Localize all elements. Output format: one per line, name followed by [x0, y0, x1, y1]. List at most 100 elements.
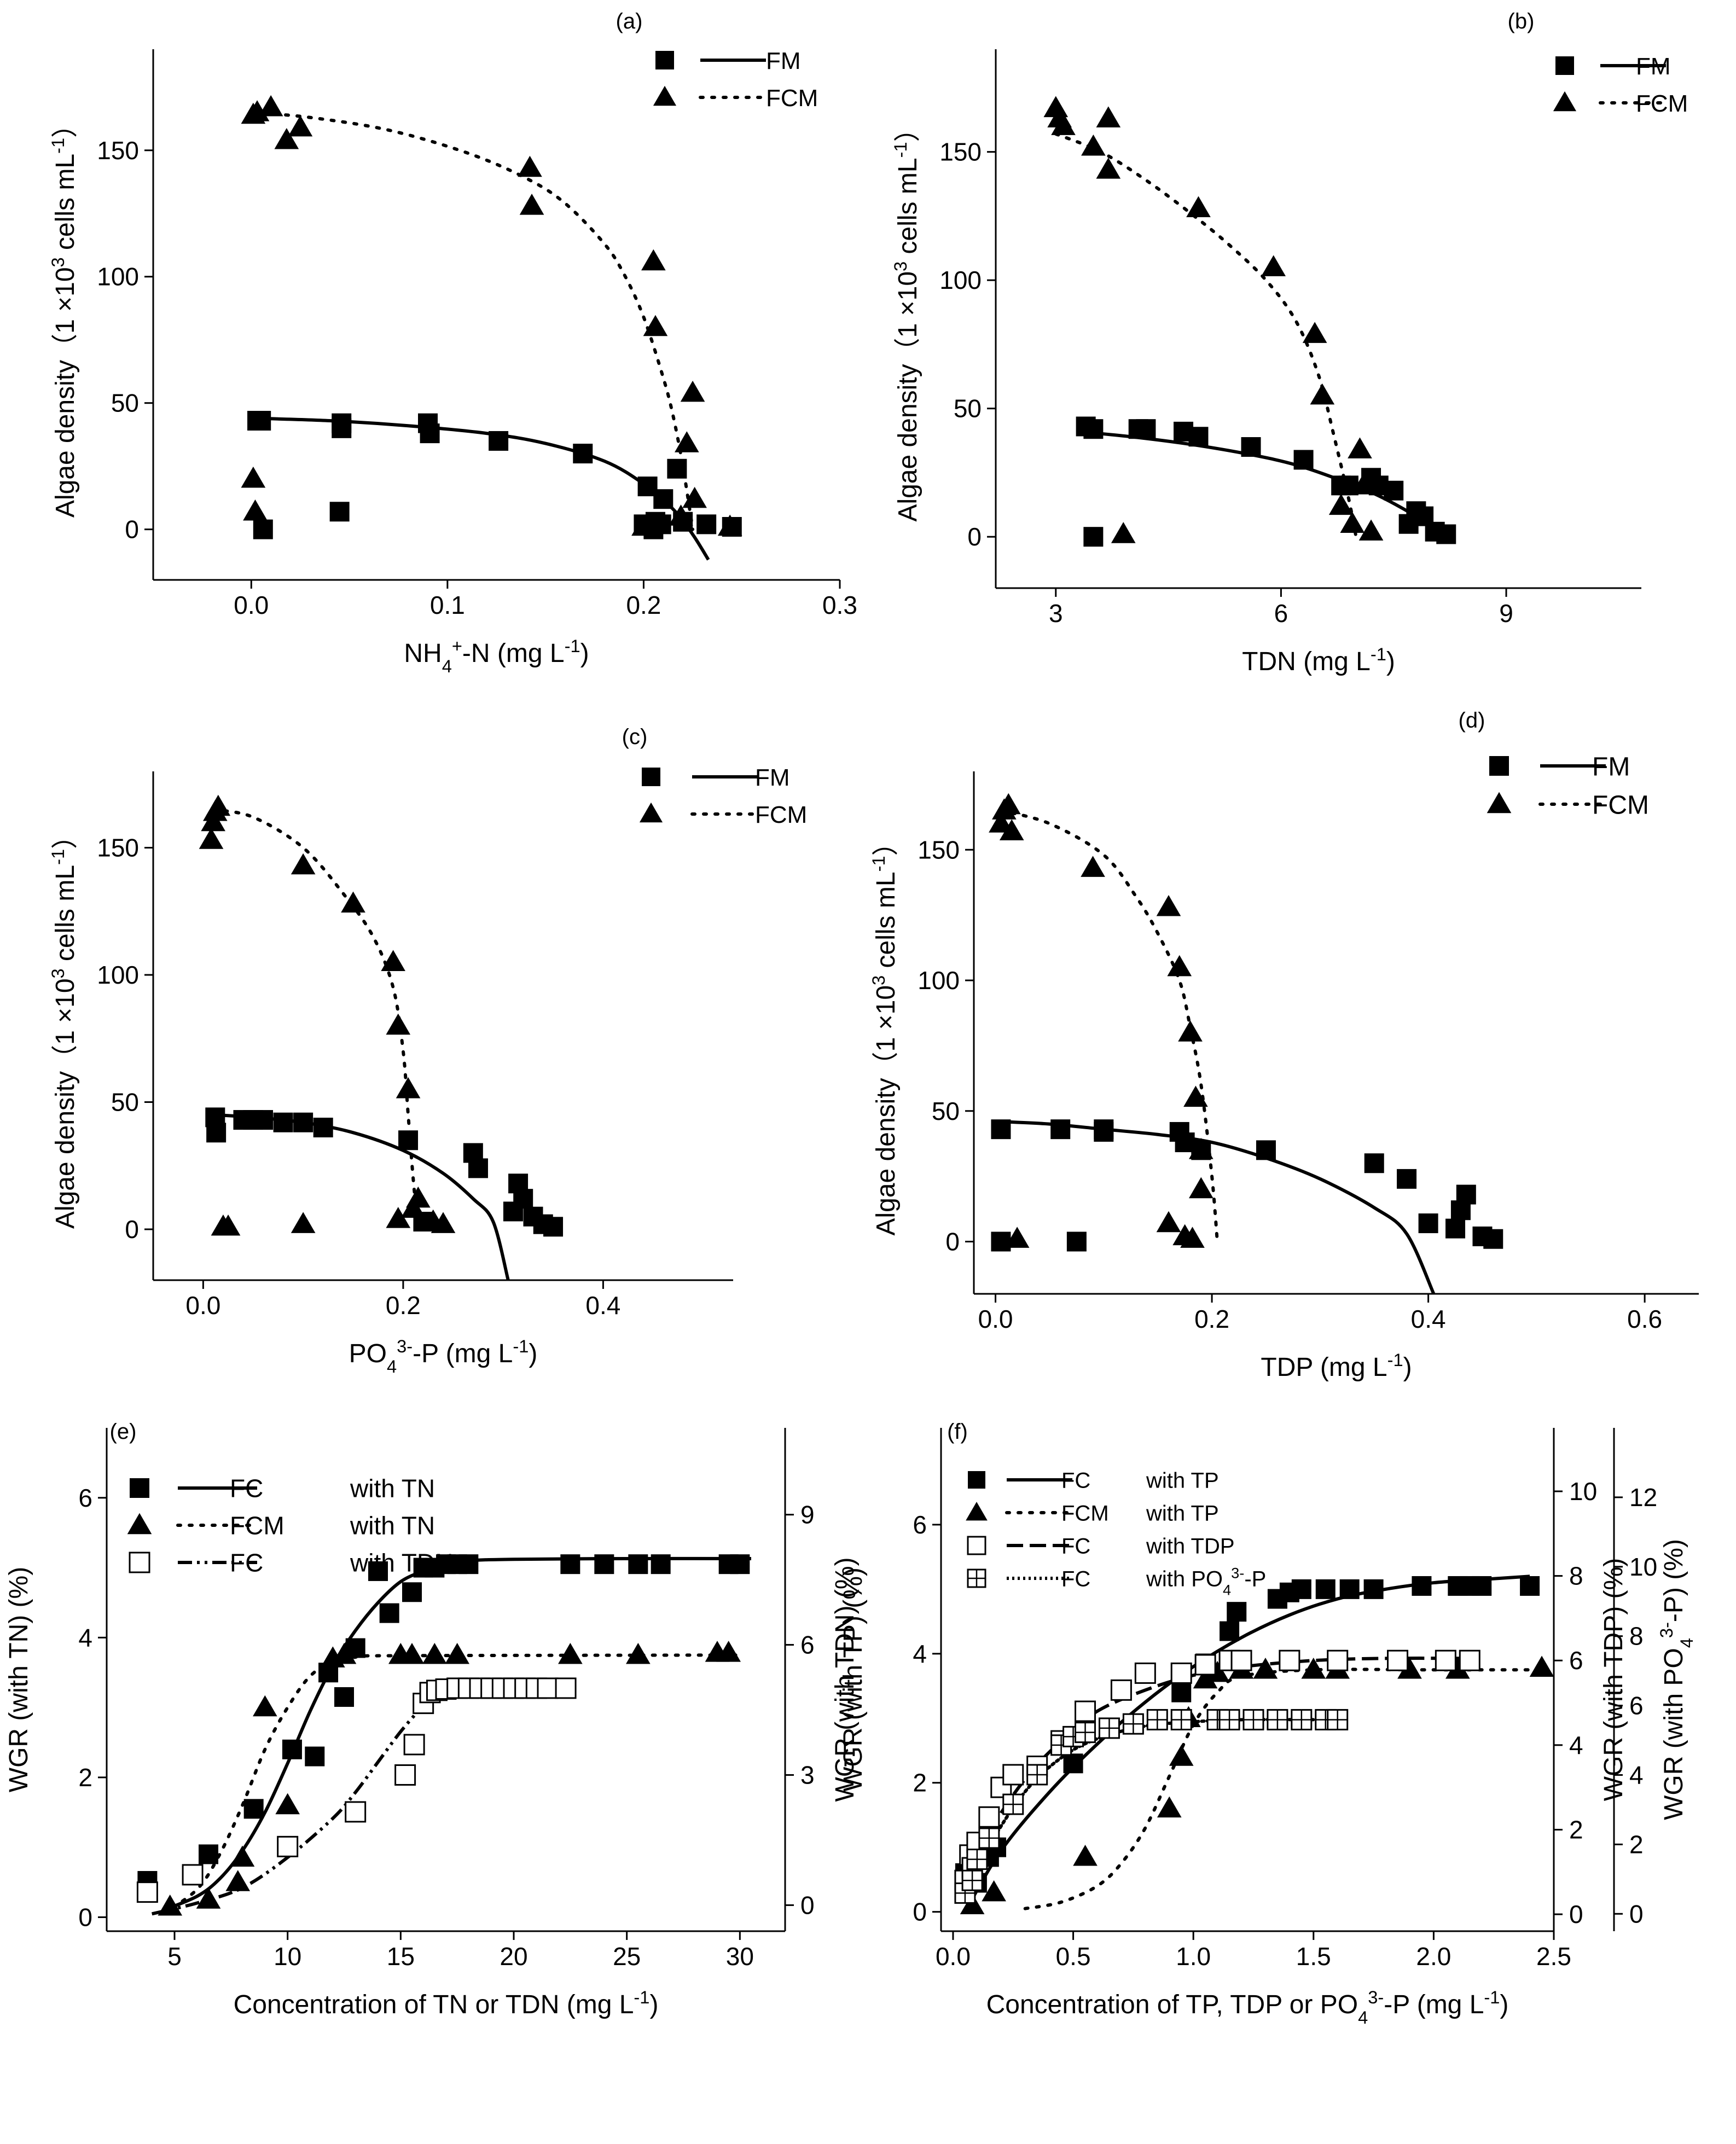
data-point — [999, 819, 1024, 841]
data-point — [1096, 158, 1121, 179]
data-point — [996, 793, 1021, 815]
legend-marker — [966, 1502, 988, 1521]
panel-c: 0.0 0.2 0.4 0 50 100 150 PO43--P (mg L-1) Algae … — [48, 725, 808, 1376]
data-point — [216, 1215, 241, 1236]
fit-curve-fc-with-tdn — [151, 1684, 566, 1916]
data-point — [199, 828, 224, 849]
y3-tick-label: 8 — [1629, 1622, 1644, 1651]
data-point — [394, 1764, 416, 1786]
panel-label: (c) — [622, 725, 648, 749]
x-axis-label: Concentration of TP, TDP or PO43--P (mg … — [986, 1987, 1509, 2027]
y-tick-label: 50 — [954, 394, 982, 423]
data-point — [1002, 1793, 1024, 1815]
data-point — [275, 1793, 300, 1815]
data-point — [1081, 134, 1106, 156]
data-point — [396, 1077, 421, 1099]
panel-b: 3 6 9 0 50 100 150 TDN (mg L-1) Algae density（1 … — [890, 9, 1688, 676]
data-point — [243, 499, 268, 521]
data-point — [1436, 524, 1456, 544]
data-point — [1230, 1649, 1252, 1671]
y3-tick-label: 2 — [1629, 1830, 1644, 1858]
legend-label: FC — [230, 1474, 263, 1503]
x-tick-label: 1.0 — [1176, 1942, 1211, 1971]
panel-label: (d) — [1459, 708, 1485, 733]
data-point — [158, 1894, 183, 1916]
legend-marker — [642, 768, 660, 786]
plot-area — [954, 1574, 1554, 1915]
data-point — [468, 1158, 488, 1178]
legend: FM FCM — [653, 48, 818, 112]
data-point — [1472, 1576, 1492, 1596]
y-tick-label: 150 — [918, 835, 960, 864]
x-tick-label: 15 — [387, 1942, 415, 1971]
data-point — [730, 1554, 750, 1574]
data-point — [1146, 1709, 1168, 1730]
legend-marker — [1553, 91, 1577, 112]
x-tick-label: 0.0 — [234, 591, 269, 619]
data-point — [1167, 955, 1192, 977]
legend-suffix: with TDN — [350, 1549, 453, 1577]
legend-label: FM — [1592, 752, 1630, 781]
y-tick-label: 0 — [913, 1898, 927, 1926]
data-point — [1279, 1649, 1300, 1671]
data-point — [243, 1799, 264, 1819]
legend-suffix: with TN — [350, 1512, 435, 1540]
y-tick-label: 4 — [913, 1640, 927, 1668]
y-tick-label: 150 — [97, 834, 139, 862]
data-point — [381, 950, 405, 971]
data-point — [978, 1827, 1000, 1849]
legend-label: FM — [766, 48, 801, 74]
legend-label: FCM — [755, 801, 807, 828]
data-point — [196, 1887, 221, 1909]
y2-tick-label: 6 — [800, 1631, 815, 1659]
data-point — [643, 315, 668, 336]
data-point — [626, 1642, 651, 1664]
data-point — [1218, 1709, 1240, 1730]
data-point — [1256, 1140, 1276, 1160]
data-point — [1384, 480, 1404, 501]
legend-label: FC — [1061, 1468, 1090, 1492]
y3-tick-label: 12 — [1629, 1483, 1657, 1512]
data-point — [1188, 1138, 1214, 1159]
data-point — [1186, 196, 1211, 218]
x-tick-label: 5 — [167, 1942, 182, 1971]
y2-tick-label: 8 — [1569, 1562, 1583, 1590]
y2-tick-label: 10 — [1569, 1477, 1597, 1506]
data-point — [199, 1844, 218, 1864]
fit-curve-fcm-with-tn — [161, 1653, 742, 1916]
data-point — [1050, 1119, 1071, 1140]
data-point — [1073, 1845, 1098, 1866]
data-point — [282, 1739, 302, 1759]
data-point — [230, 1845, 255, 1867]
y-axis-label: Algae density（1 ×103 cells mL-1） — [48, 112, 80, 518]
data-point — [1340, 512, 1365, 533]
legend: FC with TN FCM with TN FC with TDN — [127, 1474, 453, 1577]
data-point — [1418, 1213, 1438, 1234]
data-point — [717, 514, 742, 536]
data-point — [628, 1554, 648, 1574]
y-tick-label: 2 — [78, 1763, 92, 1792]
data-point — [696, 514, 717, 534]
legend-label: FCM — [1636, 90, 1688, 117]
data-point — [716, 1641, 741, 1662]
data-point — [1063, 1753, 1083, 1774]
data-point — [1083, 527, 1104, 547]
legend-label: FCM — [230, 1512, 285, 1540]
plot-area — [136, 1554, 752, 1916]
legend-suffix: with TP — [1146, 1501, 1219, 1525]
data-point — [305, 1746, 325, 1767]
legend-marker — [653, 85, 677, 106]
data-point — [182, 1864, 204, 1886]
y-tick-label: 100 — [939, 266, 982, 294]
data-point — [1205, 1660, 1230, 1682]
data-point — [1387, 1649, 1409, 1671]
data-point — [989, 811, 1013, 833]
legend-label: FC — [1061, 1534, 1090, 1558]
data-point — [1456, 1184, 1476, 1205]
data-point — [345, 1801, 367, 1823]
legend-suffix: with TP — [1146, 1468, 1219, 1492]
fit-curve-fm — [251, 416, 710, 561]
y2-tick-label: 0 — [800, 1891, 815, 1919]
data-point — [386, 1013, 411, 1035]
data-point — [1445, 1657, 1470, 1679]
